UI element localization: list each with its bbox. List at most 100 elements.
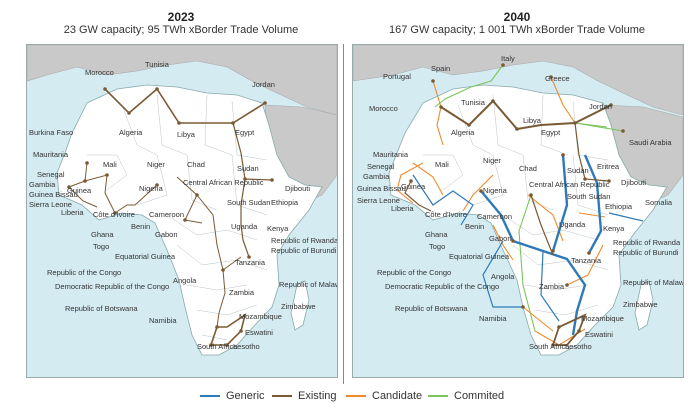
label-eq-guinea: Equatorial Guinea	[115, 252, 176, 261]
label-egypt-2040: Egypt	[541, 128, 561, 137]
labels-2023: Morocco Tunisia Jordan Algeria Libya Egy…	[29, 60, 337, 351]
map-2023: Morocco Tunisia Jordan Algeria Libya Egy…	[26, 44, 338, 378]
label-lesotho: Lesotho	[233, 342, 260, 351]
label-botswana-2040: Republic of Botswana	[395, 304, 468, 313]
year-2040: 2040	[503, 10, 531, 24]
legend-item-commited: Commited	[428, 390, 504, 402]
label-gabon-2040: Gabon	[489, 234, 512, 243]
label-guinea: Guinea	[67, 186, 92, 195]
label-cameroon-2040: Cameroon	[477, 212, 512, 221]
label-sierra-leone-2040: Sierra Leone	[357, 196, 400, 205]
country-borders-2040	[423, 94, 609, 316]
africa-landmass	[56, 84, 323, 356]
legend-swatch-existing	[272, 395, 292, 397]
label-south-sudan: South Sudan	[227, 198, 270, 207]
label-mozambique: Mozambique	[239, 312, 282, 321]
label-ghana-2040: Ghana	[425, 230, 448, 239]
label-mauritania: Mauritania	[33, 150, 69, 159]
label-tanzania-2040: Tanzania	[571, 256, 602, 265]
label-niger: Niger	[147, 160, 165, 169]
legend-item-candidate: Candidate	[346, 390, 422, 402]
panel-title-2040: 2040 167 GW capacity; 1 001 TWh xBorder …	[352, 10, 682, 36]
label-djibouti: Djibouti	[285, 184, 310, 193]
label-mali: Mali	[103, 160, 117, 169]
label-nigeria: Nigeria	[139, 184, 164, 193]
label-guinea-bissau: Guinea Bissau	[29, 190, 78, 199]
label-mali-2040: Mali	[435, 160, 449, 169]
label-car-2040: Central African Republic	[529, 180, 610, 189]
europe-landmass-2040	[353, 45, 683, 116]
label-jordan: Jordan	[252, 80, 275, 89]
label-liberia: Liberia	[61, 208, 84, 217]
label-cote-divoire: Côte d'Ivoire	[93, 210, 135, 219]
label-senegal-2040: Senegal	[367, 162, 395, 171]
label-spain: Spain	[431, 64, 450, 73]
label-somalia: Somalia	[645, 198, 673, 207]
label-eswatini-2040: Eswatini	[585, 330, 613, 339]
legend-item-generic: Generic	[200, 390, 265, 402]
subtitle-2023: 23 GW capacity; 95 TWh xBorder Trade Vol…	[63, 24, 299, 36]
label-burkina-faso: Burkina Faso	[29, 128, 73, 137]
labels-2040: Portugal Spain Italy Greece Morocco Tuni…	[357, 54, 683, 351]
africa-landmass-2040	[388, 84, 668, 356]
label-chad: Chad	[187, 160, 205, 169]
label-zimbabwe: Zimbabwe	[281, 302, 316, 311]
subtitle-2040: 167 GW capacity; 1 001 TWh xBorder Trade…	[389, 24, 645, 36]
label-guinea-bissau-2040: Guinea Bissau	[357, 184, 406, 193]
label-portugal: Portugal	[383, 72, 411, 81]
label-namibia: Namibia	[149, 316, 177, 325]
label-sierra-leone: Sierra Leone	[29, 200, 72, 209]
label-drc-2040: Democratic Republic of the Congo	[385, 282, 499, 291]
label-eq-guinea-2040: Equatorial Guinea	[449, 252, 510, 261]
label-angola-2040: Angola	[491, 272, 515, 281]
label-rep-congo: Republic of the Congo	[47, 268, 121, 277]
label-mauritania-2040: Mauritania	[373, 150, 409, 159]
label-rwanda: Republic of Rwanda	[271, 236, 337, 245]
label-burundi: Republic of Burundi	[271, 246, 337, 255]
label-morocco-2040: Morocco	[369, 104, 398, 113]
legend-item-existing: Existing	[272, 390, 337, 402]
madagascar-2040	[634, 280, 654, 331]
label-drc: Democratic Republic of the Congo	[55, 282, 169, 291]
label-libya-2040: Libya	[523, 116, 542, 125]
legend-label-generic: Generic	[226, 390, 265, 402]
map-2040-svg: Portugal Spain Italy Greece Morocco Tuni…	[353, 45, 683, 356]
legend-label-candidate: Candidate	[372, 390, 423, 402]
label-tanzania: Tanzania	[235, 258, 266, 267]
label-jordan-2040: Jordan	[589, 102, 612, 111]
map-2023-svg: Morocco Tunisia Jordan Algeria Libya Egy…	[27, 45, 337, 356]
label-eswatini: Eswatini	[245, 328, 273, 337]
label-botswana: Republic of Botswana	[65, 304, 138, 313]
label-gambia: Gambia	[29, 180, 56, 189]
label-greece: Greece	[545, 74, 570, 83]
europe-landmass	[27, 45, 337, 116]
label-sudan-2040: Sudan	[567, 166, 589, 175]
label-namibia-2040: Namibia	[479, 314, 507, 323]
label-djibouti-2040: Djibouti	[621, 178, 646, 187]
label-benin: Benin	[131, 222, 150, 231]
label-eritrea: Eritrea	[597, 162, 620, 171]
label-burundi-2040: Republic of Burundi	[613, 248, 679, 257]
label-sudan: Sudan	[237, 164, 259, 173]
label-gabon: Gabon	[155, 230, 178, 239]
label-zambia: Zambia	[229, 288, 255, 297]
label-togo: Togo	[93, 242, 109, 251]
label-gambia-2040: Gambia	[363, 172, 390, 181]
label-south-sudan-2040: South Sudan	[567, 192, 610, 201]
label-kenya-2040: Kenya	[603, 224, 625, 233]
label-niger-2040: Niger	[483, 156, 501, 165]
panel-divider	[343, 44, 344, 384]
label-liberia-2040: Liberia	[391, 204, 414, 213]
label-malawi: Republic of Malawi	[279, 280, 337, 289]
label-algeria: Algeria	[119, 128, 143, 137]
madagascar	[290, 280, 310, 331]
label-mozambique-2040: Mozambique	[581, 314, 624, 323]
label-lesotho-2040: Lesotho	[565, 342, 592, 351]
label-zambia-2040: Zambia	[539, 282, 565, 291]
label-rwanda-2040: Republic of Rwanda	[613, 238, 681, 247]
year-2023: 2023	[167, 10, 195, 24]
label-cameroon: Cameroon	[149, 210, 184, 219]
label-south-africa-2040: South Africa	[529, 342, 570, 351]
label-chad-2040: Chad	[519, 164, 537, 173]
label-morocco: Morocco	[85, 68, 114, 77]
